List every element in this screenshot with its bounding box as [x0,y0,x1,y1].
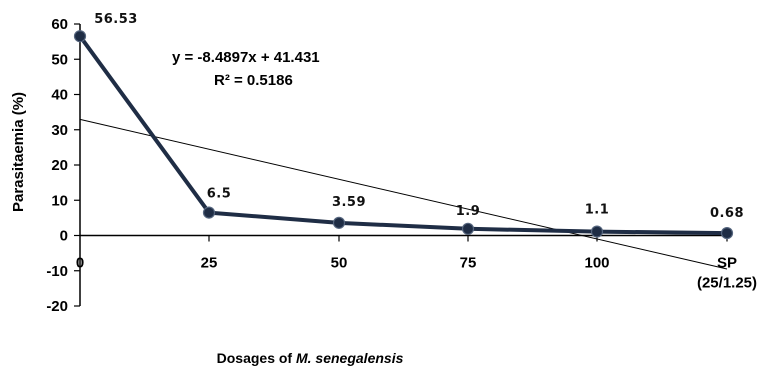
data-point-marker [590,225,604,238]
data-point-marker [720,227,734,240]
y-tick-label: 20 [51,157,68,174]
y-tick-label: 60 [51,16,68,33]
data-point-marker [461,222,475,235]
y-axis: 60 50 40 30 20 10 0 -10 -20 [46,16,81,315]
x-axis-label-species: M. senegalensis [296,350,404,366]
x-tick-label: 100 [584,255,609,272]
data-label: 3.59 [332,195,366,210]
data-label: 1.9 [456,204,481,219]
data-point-marker [73,30,87,43]
trendline-layer [79,118,728,270]
x-axis-label-prefix: Dosages of [217,350,296,366]
data-label: 1.1 [585,203,610,218]
series-layer [73,30,734,240]
y-tick-label: 0 [60,228,68,245]
trendline-equation: y = -8.4897x + 41.431 [172,49,320,66]
x-tick-label: 0 [76,255,84,272]
x-tick-label: 75 [460,255,477,272]
y-tick-label: -10 [46,263,68,280]
data-labels-layer: 56.53 6.5 3.59 1.9 1.1 0.68 [94,12,744,221]
data-label: 56.53 [94,12,138,27]
x-tick-sublabel: (25/1.25) [697,275,757,292]
y-tick-label: 10 [51,192,68,209]
x-tick-label: 25 [201,255,218,272]
data-point-marker [332,216,346,229]
data-point-marker [202,206,216,219]
x-axis: 0 25 50 75 100 SP (25/1.25) [76,234,757,292]
data-label: 6.5 [207,187,232,202]
y-tick-label: 40 [51,87,68,104]
y-tick-label: -20 [46,298,68,315]
series-line [78,35,728,236]
y-axis-label: Parasitaemia (%) [10,92,27,212]
y-tick-label: 30 [51,122,68,139]
x-tick-label: SP [717,255,737,272]
data-label: 0.68 [710,206,744,221]
x-axis-label: Dosages of M. senegalensis [217,350,404,366]
y-tick-label: 50 [51,51,68,68]
x-tick-label: 50 [331,255,348,272]
r-squared-label: R² = 0.5186 [214,72,293,89]
linear-trendline [79,118,728,270]
